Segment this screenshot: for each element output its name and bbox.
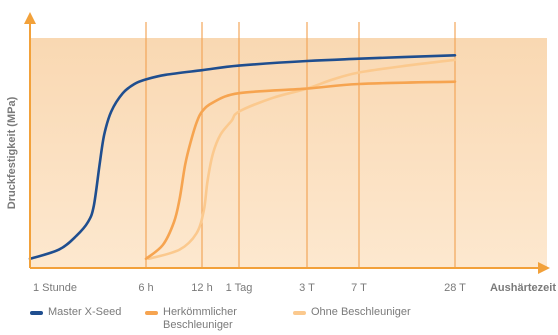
x-tick-label: 1 Tag: [226, 282, 253, 294]
x-tick-label: 12 h: [191, 282, 212, 294]
x-tick-label: 28 T: [444, 282, 466, 294]
series-line-0: [28, 54, 457, 261]
legend-label: Master X-Seed: [48, 306, 122, 318]
series-line-2: [147, 58, 457, 261]
legend: Master X-Seed Herkömmlicher Beschleunige…: [30, 306, 550, 334]
x-axis-title: Aushärtezeit: [490, 282, 556, 294]
y-axis-arrow: [24, 12, 36, 24]
legend-item-ohne-beschleuniger: Ohne Beschleuniger: [293, 306, 411, 319]
legend-swatch: [145, 311, 158, 315]
legend-swatch: [293, 311, 306, 315]
y-axis-title: Druckfestigkeit (MPa): [6, 96, 18, 209]
legend-label: Ohne Beschleuniger: [311, 306, 411, 318]
legend-label: Herkömmlicher Beschleuniger: [163, 306, 237, 331]
x-tick-label: 1 Stunde: [33, 282, 77, 294]
x-tick-label: 6 h: [138, 282, 153, 294]
plot-background: [30, 38, 547, 268]
x-tick-label: 7 T: [351, 282, 367, 294]
x-axis-arrow: [538, 262, 550, 274]
x-tick-label: 3 T: [299, 282, 315, 294]
series-line-1: [144, 80, 457, 261]
legend-item-herkoemmlicher-beschleuniger: Herkömmlicher Beschleuniger: [145, 306, 243, 332]
legend-item-master-x-seed: Master X-Seed: [30, 306, 121, 319]
legend-swatch: [30, 311, 43, 315]
